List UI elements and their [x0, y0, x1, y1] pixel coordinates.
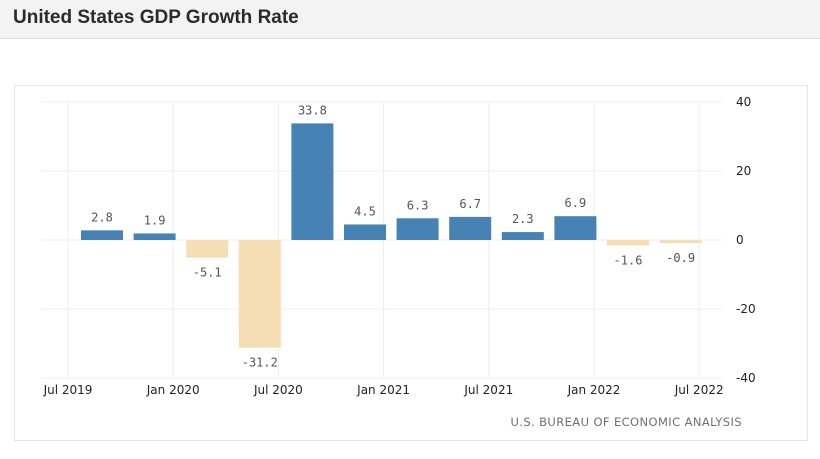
data-label: -0.9: [666, 251, 695, 265]
data-label: 1.9: [144, 213, 166, 227]
data-label: -31.2: [242, 356, 278, 370]
bar[interactable]: [659, 240, 702, 244]
y-tick-label: 0: [736, 233, 744, 247]
x-tick-label: Jul 2020: [253, 383, 303, 397]
bar[interactable]: [501, 232, 544, 240]
data-label: 6.3: [407, 198, 429, 212]
bar[interactable]: [396, 218, 439, 240]
y-tick-label: -40: [736, 371, 756, 385]
bar[interactable]: [186, 240, 229, 258]
data-label: 4.5: [354, 204, 376, 218]
x-tick-label: Jan 2021: [356, 383, 410, 397]
header-bar: United States GDP Growth Rate: [0, 0, 820, 39]
source-attribution: U.S. BUREAU OF ECONOMIC ANALYSIS: [510, 415, 742, 429]
data-label: 33.8: [298, 103, 327, 117]
y-tick-label: 40: [736, 95, 751, 109]
bar[interactable]: [554, 216, 597, 240]
y-tick-label: -20: [736, 302, 756, 316]
data-label: 6.7: [459, 197, 481, 211]
x-tick-label: Jul 2021: [463, 383, 513, 397]
bar[interactable]: [238, 240, 281, 348]
data-label: 2.3: [512, 212, 534, 226]
chart-panel: [14, 85, 808, 441]
bar[interactable]: [291, 123, 334, 240]
x-tick-label: Jan 2020: [146, 383, 200, 397]
x-tick-label: Jan 2022: [567, 383, 621, 397]
data-label: 6.9: [565, 196, 587, 210]
data-label: -1.6: [614, 254, 643, 268]
bar[interactable]: [81, 230, 123, 240]
x-tick-label: Jul 2019: [43, 383, 93, 397]
bar[interactable]: [607, 240, 649, 246]
bar[interactable]: [133, 233, 176, 240]
page-title: United States GDP Growth Rate: [13, 7, 299, 28]
data-label: 2.8: [91, 210, 113, 224]
bar[interactable]: [344, 224, 386, 240]
x-tick-label: Jul 2022: [674, 383, 724, 397]
data-label: -5.1: [193, 266, 222, 280]
y-tick-label: 20: [736, 164, 751, 178]
bar[interactable]: [449, 216, 492, 240]
